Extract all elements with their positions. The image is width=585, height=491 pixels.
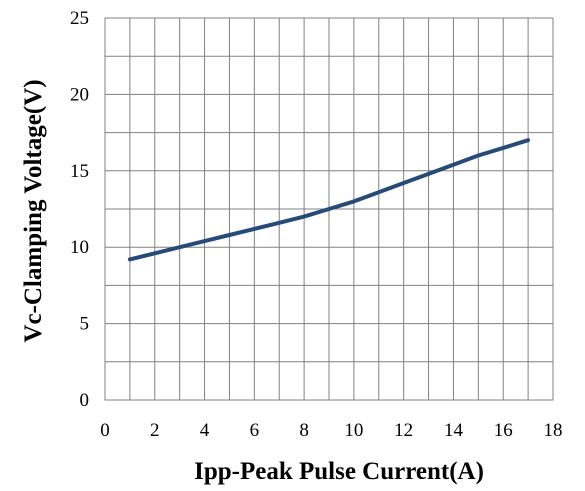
y-axis-title: Vc-Clamping Voltage(V) xyxy=(20,79,47,342)
y-tick-label: 25 xyxy=(70,8,89,29)
x-tick-label: 8 xyxy=(299,420,309,441)
x-tick-label: 10 xyxy=(344,420,363,441)
x-tick-label: 4 xyxy=(200,420,210,441)
x-tick-label: 2 xyxy=(150,420,160,441)
y-tick-label: 5 xyxy=(80,314,90,335)
y-tick-label: 0 xyxy=(80,390,90,411)
x-tick-label: 16 xyxy=(494,420,513,441)
y-tick-labels: 0 5 10 15 20 25 xyxy=(70,8,89,411)
x-tick-label: 18 xyxy=(544,420,563,441)
x-tick-label: 6 xyxy=(250,420,260,441)
series-group xyxy=(127,138,531,262)
y-tick-label: 10 xyxy=(70,237,89,258)
y-tick-label: 15 xyxy=(70,161,89,182)
series-line-0 xyxy=(127,138,531,262)
plot-frame xyxy=(104,17,554,401)
x-tick-labels: 0 2 4 6 8 10 12 14 16 18 xyxy=(100,420,562,441)
x-tick-label: 0 xyxy=(100,420,110,441)
x-axis-title: Ipp-Peak Pulse Current(A) xyxy=(194,458,484,485)
y-tick-label: 20 xyxy=(70,84,89,105)
x-tick-label: 14 xyxy=(444,420,464,441)
x-tick-label: 12 xyxy=(394,420,413,441)
grid xyxy=(105,18,553,400)
